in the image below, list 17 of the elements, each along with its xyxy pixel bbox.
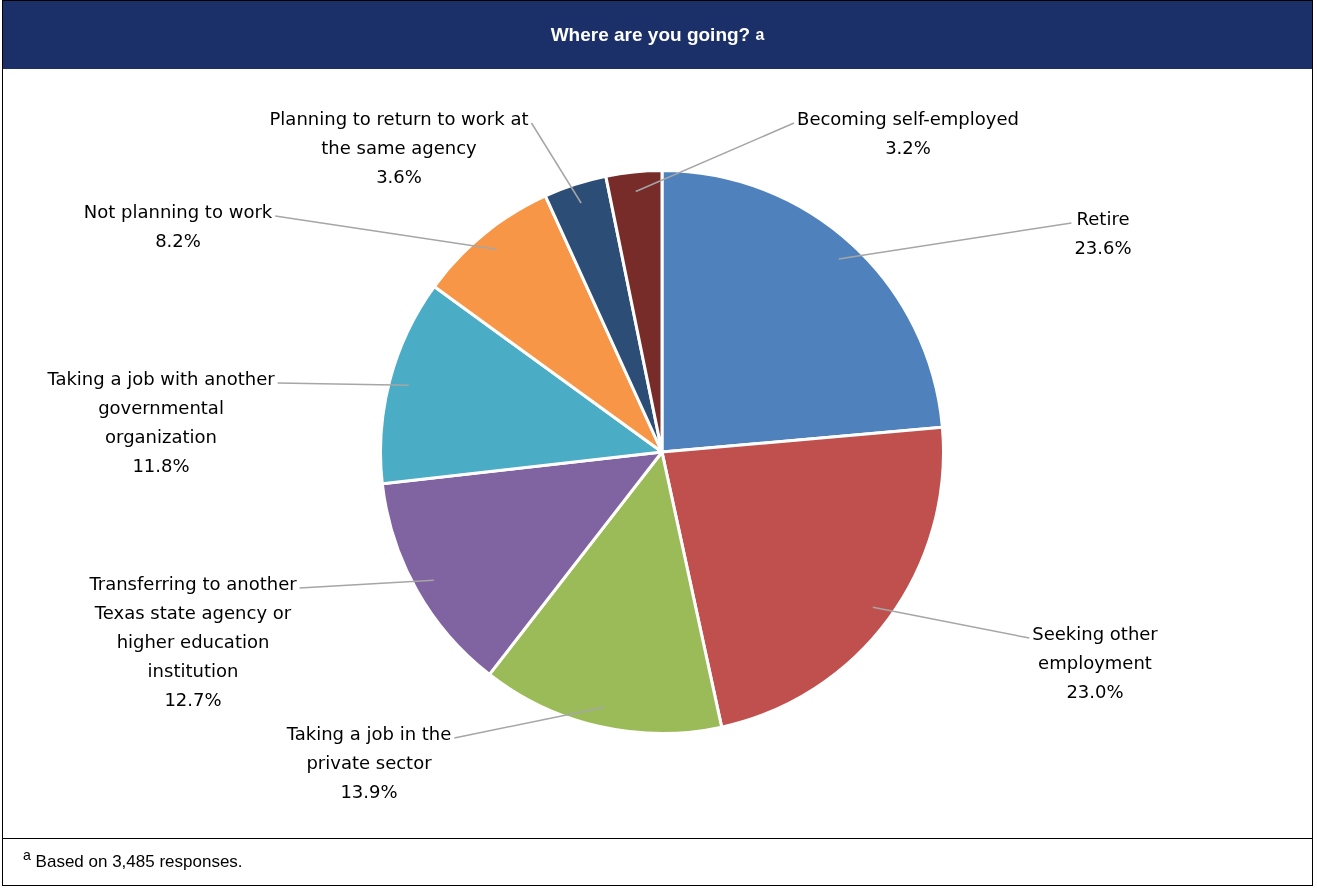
data-label: 11.8% bbox=[132, 454, 190, 476]
slice-label: Retire bbox=[1076, 207, 1130, 229]
data-label: 8.2% bbox=[155, 229, 201, 251]
slice-label: Not planning to work bbox=[83, 200, 273, 222]
text: $^{a}$ Based on 3,485 responses. bbox=[3, 838, 1312, 885]
slice-label: Seeking other employment bbox=[1032, 622, 1159, 673]
slice-label: Taking a job in the private sector bbox=[285, 722, 452, 773]
slice-label: Planning to return to work at the same agency bbox=[269, 107, 529, 158]
data-label: 3.2% bbox=[885, 136, 931, 158]
data-label: 23.0% bbox=[1066, 680, 1124, 702]
data-label: 12.7% bbox=[164, 688, 222, 710]
slice-label: Transferring to another Texas state agency or higher education institution bbox=[88, 572, 298, 681]
data-label: 13.9% bbox=[340, 780, 398, 802]
data-label: 23.6% bbox=[1074, 236, 1132, 258]
data-label: 3.6% bbox=[376, 165, 422, 187]
slice-label: Taking a job with another governmental organization bbox=[46, 367, 276, 447]
slice-label: Becoming self-employed bbox=[797, 107, 1019, 129]
